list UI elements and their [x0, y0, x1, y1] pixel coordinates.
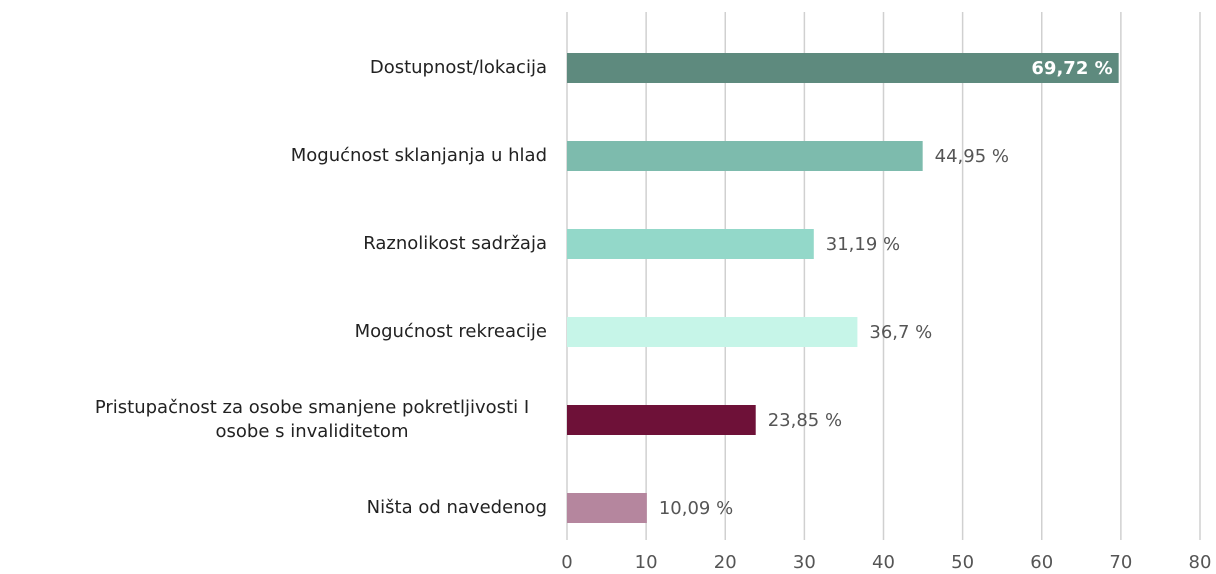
x-tick-label: 50 — [951, 552, 974, 573]
y-tick-label: Mogućnost rekreacije — [354, 321, 547, 342]
data-label: 69,72 % — [1031, 58, 1112, 79]
data-label: 23,85 % — [768, 410, 842, 431]
data-label: 10,09 % — [659, 498, 733, 519]
y-tick-label: Ništa od navedenog — [366, 497, 547, 518]
y-tick-label: Pristupačnost za osobe smanjene pokretlj… — [94, 397, 530, 442]
bar — [567, 405, 756, 435]
x-tick-label: 20 — [714, 552, 737, 573]
x-tick-label: 40 — [872, 552, 895, 573]
x-tick-label: 10 — [635, 552, 658, 573]
y-tick-label: Raznolikost sadržaja — [363, 233, 547, 254]
category-label-box: Ništa od navedenog — [7, 496, 547, 520]
data-label: 44,95 % — [935, 146, 1009, 167]
bar — [567, 141, 923, 171]
category-label-box: Pristupačnost za osobe smanjene pokretlj… — [7, 396, 547, 444]
y-tick-label: Mogućnost sklanjanja u hlad — [290, 145, 547, 166]
bar — [567, 53, 1119, 83]
x-tick-label: 80 — [1189, 552, 1212, 573]
category-label-box: Raznolikost sadržaja — [7, 232, 547, 256]
data-label: 31,19 % — [826, 234, 900, 255]
category-label-box: Mogućnost rekreacije — [7, 320, 547, 344]
bar — [567, 229, 814, 259]
y-tick-label: Dostupnost/lokacija — [369, 57, 547, 78]
x-tick-label: 70 — [1109, 552, 1132, 573]
x-tick-label: 0 — [561, 552, 572, 573]
bar — [567, 493, 647, 523]
data-label: 36,7 % — [869, 322, 932, 343]
x-tick-label: 30 — [793, 552, 816, 573]
x-tick-label: 60 — [1030, 552, 1053, 573]
bar — [567, 317, 858, 347]
category-label-box: Dostupnost/lokacija — [7, 56, 547, 80]
category-label-box: Mogućnost sklanjanja u hlad — [7, 144, 547, 168]
